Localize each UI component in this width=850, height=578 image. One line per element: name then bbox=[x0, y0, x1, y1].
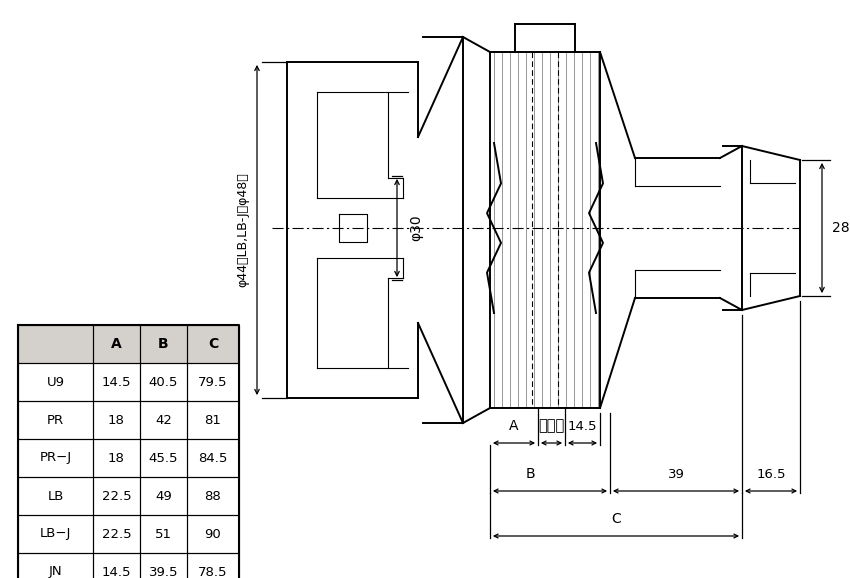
Text: C: C bbox=[208, 337, 218, 351]
Text: A: A bbox=[509, 419, 518, 433]
Text: PR: PR bbox=[47, 413, 64, 427]
Text: 49: 49 bbox=[155, 490, 172, 502]
Text: C: C bbox=[611, 512, 620, 526]
Text: PR−J: PR−J bbox=[39, 451, 71, 465]
Text: 14.5: 14.5 bbox=[102, 565, 131, 578]
Text: 39: 39 bbox=[667, 468, 684, 481]
Bar bbox=[93, 325, 140, 363]
Text: 79.5: 79.5 bbox=[198, 376, 228, 388]
Bar bbox=[18, 325, 93, 363]
Text: 78.5: 78.5 bbox=[198, 565, 228, 578]
Text: B: B bbox=[525, 467, 535, 481]
Bar bbox=[140, 325, 187, 363]
Text: 18: 18 bbox=[108, 451, 125, 465]
Text: LB−J: LB−J bbox=[40, 528, 71, 540]
Text: A: A bbox=[111, 337, 122, 351]
Text: 42: 42 bbox=[155, 413, 172, 427]
Text: 14.5: 14.5 bbox=[102, 376, 131, 388]
Text: 18: 18 bbox=[108, 413, 125, 427]
Text: LB: LB bbox=[48, 490, 64, 502]
Text: 84.5: 84.5 bbox=[198, 451, 228, 465]
Bar bbox=[187, 325, 239, 363]
Text: 51: 51 bbox=[155, 528, 172, 540]
Text: 14.5: 14.5 bbox=[568, 420, 598, 433]
Text: 40.5: 40.5 bbox=[149, 376, 178, 388]
Text: 45.5: 45.5 bbox=[149, 451, 178, 465]
Text: 28.5: 28.5 bbox=[832, 221, 850, 235]
Text: 22.5: 22.5 bbox=[102, 528, 131, 540]
Text: 22.5: 22.5 bbox=[102, 490, 131, 502]
Text: U9: U9 bbox=[47, 376, 65, 388]
Text: 16.5: 16.5 bbox=[756, 468, 785, 481]
Text: 81: 81 bbox=[205, 413, 222, 427]
Text: 90: 90 bbox=[205, 528, 221, 540]
Text: JN: JN bbox=[48, 565, 62, 578]
Text: φ44（LB,LB-J：φ48）: φ44（LB,LB-J：φ48） bbox=[236, 173, 250, 287]
Text: φ30: φ30 bbox=[409, 214, 423, 241]
Text: 39.5: 39.5 bbox=[149, 565, 178, 578]
Text: 88: 88 bbox=[205, 490, 221, 502]
Text: 扇　厉: 扇 厉 bbox=[538, 418, 564, 433]
Text: B: B bbox=[158, 337, 169, 351]
